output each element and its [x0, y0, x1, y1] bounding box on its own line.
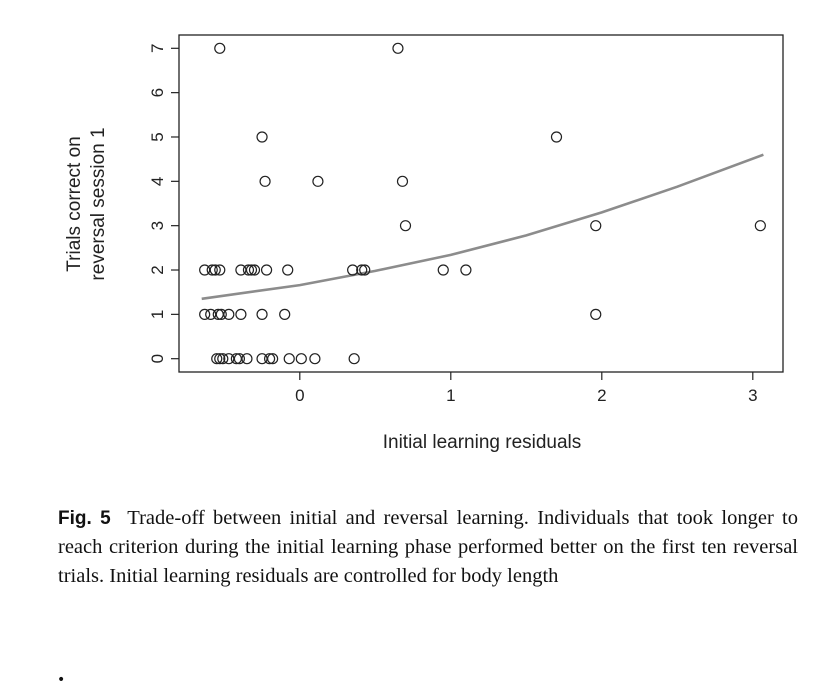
- figure-label: Fig. 5: [58, 508, 111, 529]
- x-tick-label: 1: [446, 386, 455, 405]
- data-point: [264, 353, 276, 365]
- data-point: [282, 264, 294, 276]
- data-point: [214, 264, 226, 276]
- data-point: [590, 308, 602, 320]
- data-point: [199, 308, 211, 320]
- data-point: [347, 264, 359, 276]
- data-point: [399, 220, 412, 232]
- data-points: [199, 42, 766, 365]
- data-point: [356, 264, 368, 276]
- scatter-chart: 0 1 2 3 0 1 2 3 4 5 6 7 Initial learning residuals…: [64, 34, 784, 453]
- data-point: [460, 264, 472, 276]
- data-point: [590, 220, 602, 232]
- data-point: [256, 131, 268, 143]
- x-tick-label: 3: [748, 386, 757, 405]
- data-point: [248, 264, 261, 276]
- data-point: [437, 264, 449, 276]
- data-point: [396, 175, 409, 187]
- data-point: [217, 353, 229, 365]
- y-tick-label: 3: [148, 221, 167, 230]
- data-point: [206, 264, 218, 276]
- data-point: [312, 175, 324, 187]
- y-tick-label: 4: [148, 177, 167, 186]
- x-axis-label: Initial learning residuals: [383, 432, 582, 453]
- data-point: [214, 42, 226, 54]
- data-point: [309, 353, 321, 365]
- y-tick-label: 1: [148, 310, 167, 319]
- x-tick-label: 0: [295, 386, 304, 405]
- y-tick-label: 0: [148, 354, 167, 363]
- y-axis: 0 1 2 3 4 5 6 7: [148, 44, 179, 363]
- data-point: [259, 175, 271, 187]
- data-point: [279, 308, 291, 320]
- y-tick-label: 7: [148, 44, 167, 53]
- data-point: [283, 353, 295, 365]
- y-tick-label: 2: [148, 265, 167, 274]
- data-point: [209, 264, 221, 276]
- y-axis-label-line-2: reversal session 1: [88, 127, 109, 280]
- y-axis-label-line-1: Trials correct on: [64, 136, 85, 272]
- page-footer-mark: •: [57, 672, 66, 688]
- data-point: [359, 264, 371, 276]
- data-point: [223, 308, 235, 320]
- data-point: [245, 264, 258, 276]
- data-point: [754, 220, 766, 232]
- plot-frame: [178, 34, 784, 373]
- fit-curve: [201, 153, 764, 301]
- data-point: [267, 353, 279, 365]
- data-point: [211, 353, 223, 365]
- data-point: [550, 131, 563, 143]
- data-point: [242, 264, 255, 276]
- x-axis: 0 1 2 3: [295, 372, 758, 405]
- data-point: [233, 353, 245, 365]
- data-point: [256, 308, 268, 320]
- figure-caption-text: Trade-off between initial and reversal l…: [58, 507, 798, 587]
- data-point: [235, 308, 247, 320]
- x-tick-label: 2: [597, 386, 606, 405]
- y-tick-label: 5: [148, 132, 167, 141]
- data-point: [241, 353, 253, 365]
- data-point: [214, 353, 226, 365]
- data-point: [260, 264, 273, 276]
- data-point: [295, 353, 307, 365]
- figure-caption: Fig. 5 Trade-off between initial and rev…: [58, 504, 798, 591]
- data-point: [348, 353, 360, 365]
- y-tick-label: 6: [148, 88, 167, 97]
- data-point: [215, 308, 227, 320]
- data-point: [392, 42, 404, 54]
